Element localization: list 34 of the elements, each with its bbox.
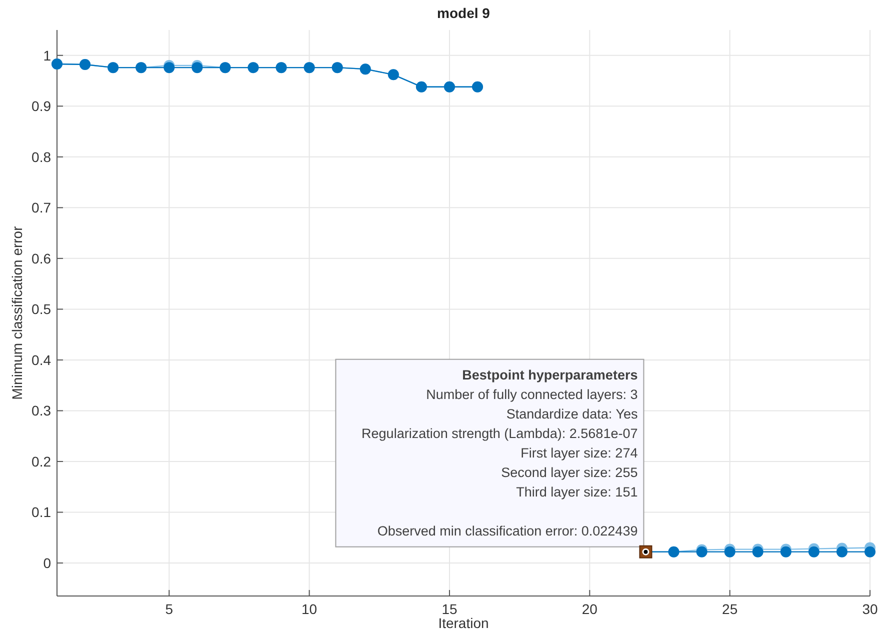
annotation: Standardize data: Yes [506,406,638,422]
annotation: First layer size: 274 [520,445,638,460]
annotation: Bestpoint hyperparameters [462,367,638,382]
point [836,546,848,558]
y-axis-title: Minimum classification error [9,226,25,400]
x-tick-label: 25 [722,601,738,617]
x-tick-label: 5 [165,601,174,617]
point [864,546,876,558]
x-tick-label: 10 [302,601,318,617]
x-tick-label: 15 [442,601,458,617]
chart-title: model 9 [437,5,490,21]
y-tick-label: 0.3 [32,402,52,419]
y-tick-label: 0.8 [32,148,52,165]
annotation: Regularization strength (Lambda): 2.5681e-07 [362,426,638,441]
point [780,546,792,558]
y-tick-label: 0.7 [32,200,52,216]
annotation: Third layer size: 151 [516,484,638,500]
y-tick-label: 0.2 [32,453,52,470]
y-tick-label: 0.9 [32,98,52,114]
y-tick-label: 0.6 [32,250,52,266]
point [808,546,820,558]
x-tick-label: 20 [582,601,598,617]
x-tick-label: 30 [862,601,878,617]
y-tick-label: 0 [43,555,52,572]
annotation: Second layer size: 255 [501,464,638,480]
annotation: Number of fully connected layers: 3 [426,386,638,402]
point [752,546,764,558]
y-tick-label: 0.4 [32,352,52,368]
y-tick-label: 1 [43,47,52,64]
y-tick-label: 0.1 [32,504,52,520]
annotation: Observed min classification error: 0.022439 [377,523,638,538]
y-tick-label: 0.5 [32,301,52,318]
x-axis-title: Iteration [438,615,489,630]
point [724,546,736,558]
